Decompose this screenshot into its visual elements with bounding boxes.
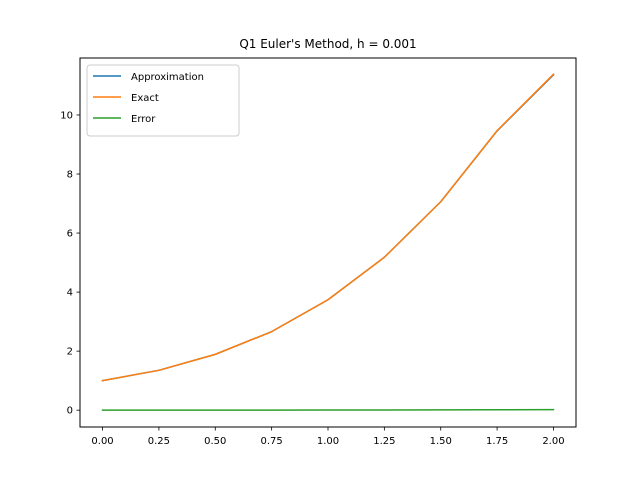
series-line-error (101, 408, 555, 411)
x-tick-label: 1.00 (317, 436, 339, 447)
y-tick-label: 0 (67, 406, 73, 417)
legend-box (86, 64, 240, 137)
series-line-exact (101, 73, 555, 382)
series-layer (101, 73, 555, 411)
x-tick-label: 0.00 (91, 436, 113, 447)
x-tick-label: 1.25 (373, 436, 395, 447)
y-tick-label: 8 (67, 170, 73, 181)
x-axis: 0.00 0.25 0.50 0.75 1.00 1.25 1.50 1.75 2.00 (91, 427, 565, 447)
x-tick-label: 1.75 (486, 436, 508, 447)
y-tick-label: 4 (67, 288, 73, 299)
legend: Approximation Exact Error (86, 64, 240, 137)
chart-title: Q1 Euler's Method, h = 0.001 (239, 37, 416, 51)
legend-label-error: Error (131, 114, 156, 125)
legend-label-approximation: Approximation (131, 72, 204, 83)
y-tick-label: 10 (60, 110, 73, 121)
y-tick-label: 2 (67, 347, 73, 358)
y-axis: 0 2 4 6 8 10 (60, 110, 80, 417)
y-tick-label: 6 (67, 229, 73, 240)
x-tick-label: 0.25 (148, 436, 170, 447)
x-tick-label: 1.50 (430, 436, 452, 447)
x-tick-label: 2.00 (542, 436, 564, 447)
legend-label-exact: Exact (131, 93, 159, 104)
x-tick-label: 0.50 (204, 436, 226, 447)
x-tick-label: 0.75 (261, 436, 283, 447)
